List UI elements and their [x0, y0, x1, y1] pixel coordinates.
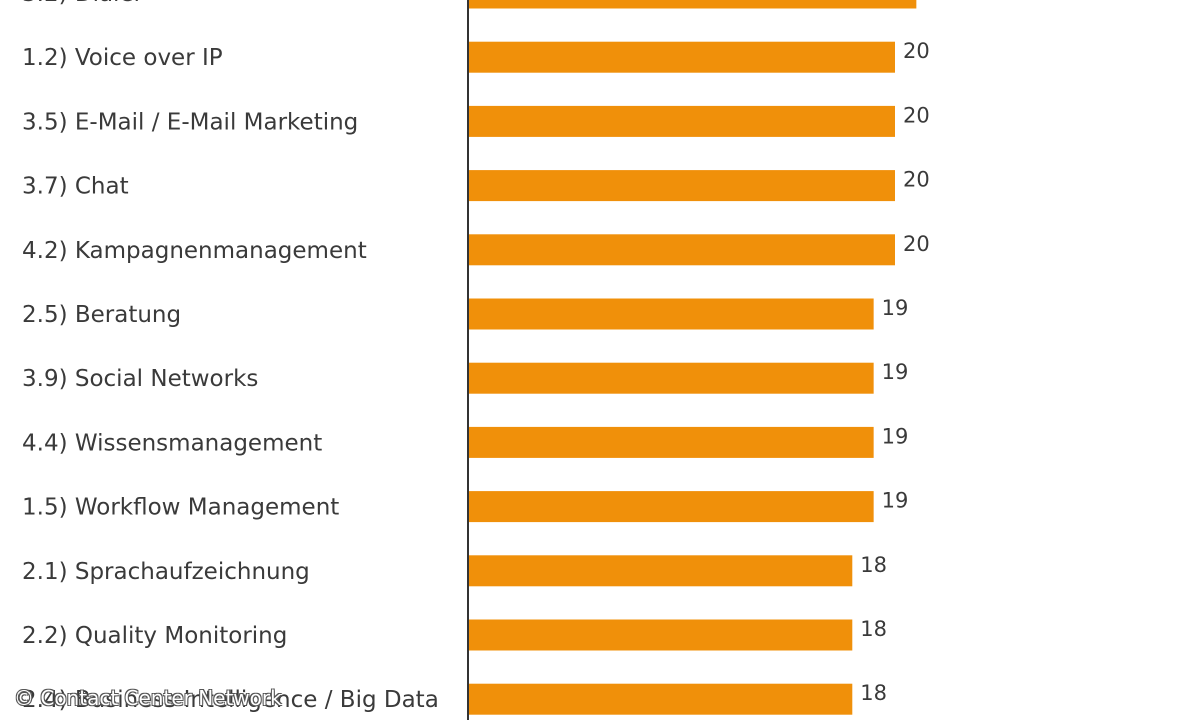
category-label: 3.7) Chat [22, 174, 129, 200]
bar [468, 683, 853, 715]
category-label: 1.2) Voice over IP [22, 45, 223, 71]
category-label: 3.9) Social Networks [22, 366, 258, 392]
category-label: 2.1) Sprachaufzeichnung [22, 559, 310, 585]
value-label: 19 [882, 296, 909, 320]
bar [468, 41, 895, 73]
value-label: 20 [903, 232, 930, 256]
category-label: 4.2) Kampagnenmanagement [22, 238, 367, 264]
category-label: 2.2) Quality Monitoring [22, 623, 287, 649]
value-label: 19 [882, 489, 909, 513]
value-label: 19 [882, 360, 909, 384]
value-label: 18 [860, 553, 887, 577]
category-label: 4.4) Wissensmanagement [22, 430, 322, 456]
category-label: 3.5) E-Mail / E-Mail Marketing [22, 109, 358, 135]
category-labels: 3.2) Dialer 1.2) Voice over IP 3.5) E-Mail… [22, 0, 439, 713]
bar [468, 298, 874, 330]
bar [468, 362, 874, 394]
bar [468, 491, 874, 523]
value-label: 19 [882, 424, 909, 448]
value-labels: 212020202019191919181818 [860, 39, 930, 705]
value-label: 18 [860, 681, 887, 705]
value-label: 20 [903, 103, 930, 127]
value-label: 20 [903, 39, 930, 63]
value-label: 20 [903, 168, 930, 192]
bars [468, 0, 917, 715]
category-label: 2.4) Business Intelligence / Big Data [22, 687, 439, 713]
category-label: 1.5) Workflow Management [22, 495, 339, 521]
value-label: 18 [860, 617, 887, 641]
bar [468, 555, 853, 587]
copyright-watermark: © Contact Center Network [14, 686, 282, 710]
bar [468, 619, 853, 651]
bar [468, 170, 895, 202]
bar [468, 105, 895, 137]
bar [468, 0, 917, 9]
bar [468, 426, 874, 458]
category-label: 3.2) Dialer [22, 0, 144, 7]
bar [468, 234, 895, 266]
category-label: 2.5) Beratung [22, 302, 181, 328]
